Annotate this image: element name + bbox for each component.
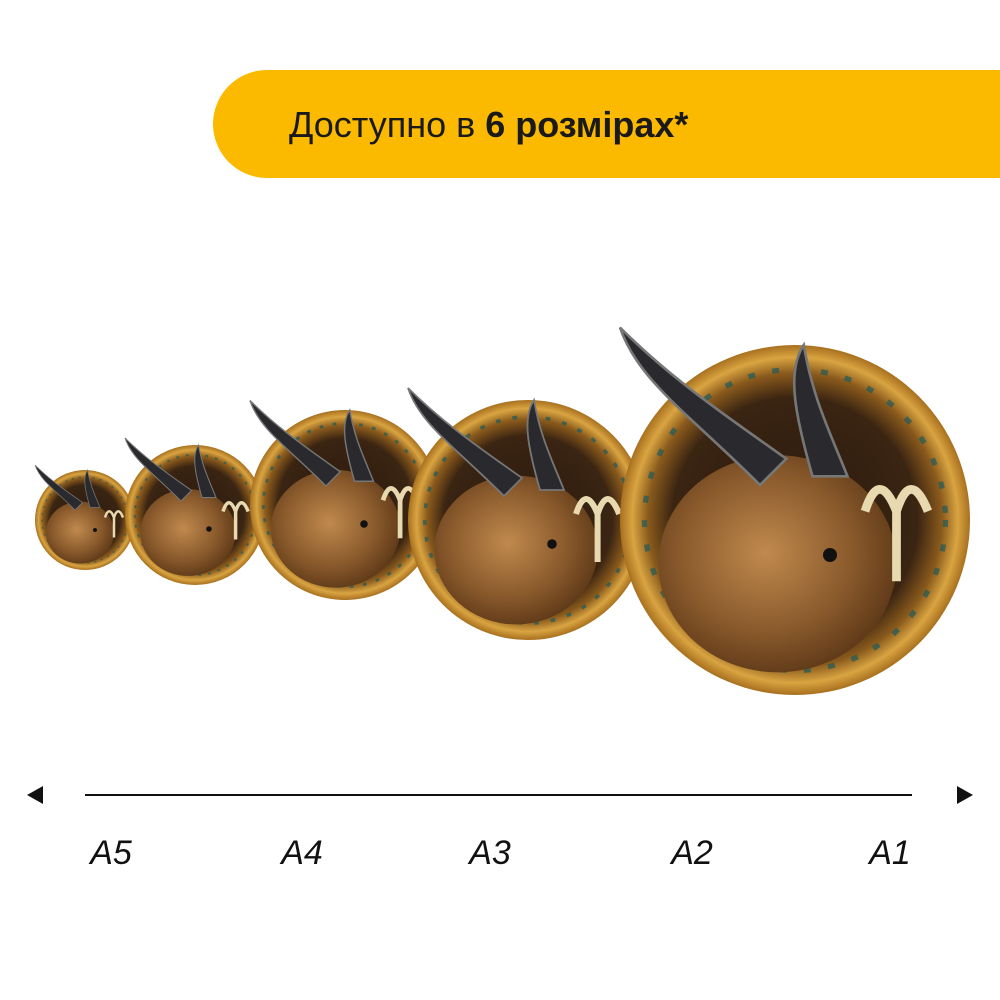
arrow-left-icon [27,786,43,804]
banner-text-bold: 6 розмірах* [485,104,689,145]
size-label-a2: A2 [671,834,713,872]
puzzle-a5 [33,463,137,572]
size-label-a4: A4 [281,834,323,872]
size-label-a1: A1 [869,834,911,872]
puzzle-a2 [408,388,648,640]
size-label-a5: A5 [90,834,132,872]
puzzle-a1 [620,328,970,696]
size-label-a3: A3 [469,834,511,872]
banner [213,70,1000,178]
banner-text-regular: Доступно в [289,104,486,145]
banner-title: Доступно в 6 розмірах* [289,104,688,146]
puzzle-a4 [123,436,267,587]
arrow-right-icon [957,786,973,804]
